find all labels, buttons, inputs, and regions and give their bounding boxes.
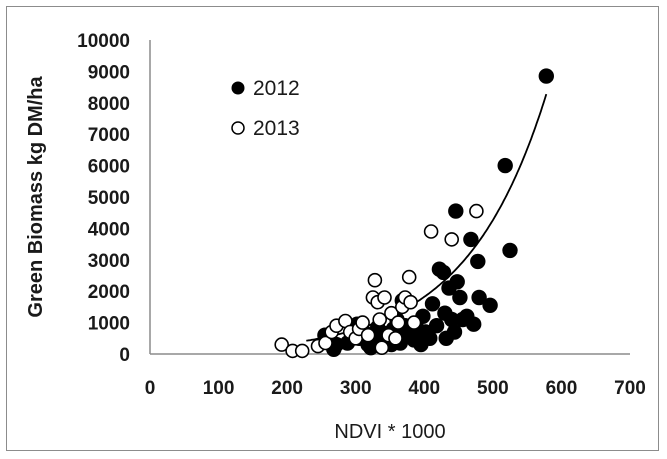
y-tick-label: 4000 [88,219,130,240]
legend-marker-2012 [231,81,245,95]
data-point-2013 [374,340,390,356]
data-point-2012 [424,296,441,312]
y-tick-label: 7000 [88,125,130,146]
y-tick-label: 10000 [77,31,130,52]
data-point-2012 [538,68,554,84]
data-point-2012 [428,318,445,334]
x-tick-label: 600 [546,378,578,399]
data-point-2013 [355,315,370,330]
x-tick-label: 200 [271,378,303,399]
data-point-2012 [449,274,465,290]
data-points [274,68,554,359]
data-point-2012 [422,330,438,346]
legend-marker-2013 [231,121,245,135]
data-point-2013 [390,315,406,330]
x-tick-label: 100 [203,378,235,399]
data-point-2013 [469,203,484,219]
x-tick-label: 400 [408,378,440,399]
data-point-2013 [294,343,310,359]
y-tick-label: 2000 [88,282,130,303]
data-point-2013 [274,337,290,352]
data-point-2013 [367,272,383,288]
data-point-2012 [497,157,513,174]
data-point-2013 [403,294,418,310]
data-point-2012 [470,253,486,270]
x-ticks: 0 100 200 300 400 500 600 700 [145,378,646,399]
data-point-2012 [452,289,468,306]
data-point-2012 [448,203,464,219]
y-tick-label: 3000 [88,251,130,272]
x-tick-label: 500 [477,378,509,399]
data-point-2012 [466,316,482,332]
data-point-2013 [444,232,460,247]
x-tick-label: 300 [340,378,372,399]
data-point-2013 [423,224,439,239]
y-tick-label: 8000 [88,94,130,115]
data-point-2013 [401,269,417,285]
data-point-2013 [372,312,388,327]
data-point-2013 [360,327,376,343]
data-point-2013 [406,315,422,330]
data-point-2012 [471,289,487,306]
data-point-2012 [435,264,452,281]
data-point-2012 [502,242,518,259]
y-tick-label: 1000 [88,314,130,335]
y-tick-label: 0 [119,345,130,366]
y-ticks: 0 1000 2000 3000 4000 5000 6000 7000 8000 9000 100… [77,31,130,366]
data-point-2013 [318,335,333,351]
x-tick-label: 0 [145,378,156,399]
axes [149,40,630,355]
legend: 2012 2013 [231,77,300,140]
legend-label-2013: 2013 [253,117,300,140]
legend-label-2012: 2012 [253,77,300,100]
y-axis-title: Green Biomass kg DM/ha [25,76,47,318]
data-point-2012 [463,231,479,248]
y-tick-label: 5000 [88,188,130,209]
data-point-2013 [377,290,392,305]
data-point-2013 [388,330,403,346]
y-tick-label: 9000 [88,62,130,83]
data-point-2012 [446,324,463,340]
x-tick-label: 700 [614,378,646,399]
y-tick-label: 6000 [88,157,130,178]
x-axis-title: NDVI * 1000 [334,421,445,443]
data-point-2012 [482,297,498,313]
